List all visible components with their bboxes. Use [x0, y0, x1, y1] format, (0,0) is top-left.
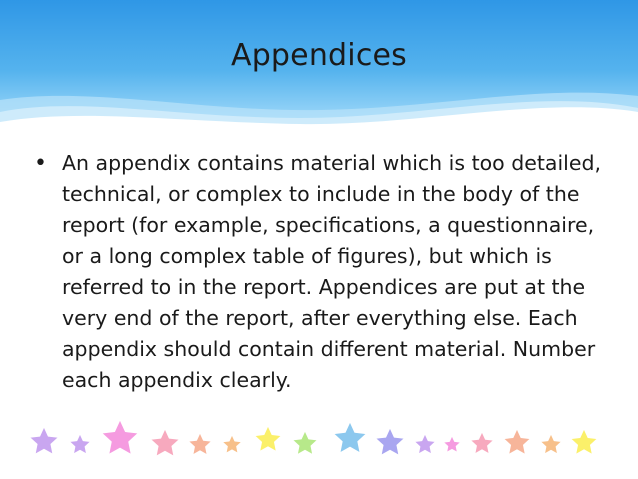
bullet-glyph: • — [34, 151, 47, 176]
star-icon — [443, 435, 461, 453]
star-icon — [375, 427, 405, 456]
star-icon — [414, 433, 436, 455]
star-icon — [503, 428, 531, 455]
star-border-decoration — [29, 419, 598, 457]
star-icon — [333, 421, 367, 454]
star-icon — [29, 426, 59, 455]
star-icon — [254, 425, 282, 452]
star-icon — [69, 433, 91, 455]
star-icon — [540, 433, 562, 455]
header-wave-background — [0, 0, 638, 125]
star-icon — [222, 434, 242, 454]
star-icon — [101, 419, 139, 455]
star-icon — [470, 431, 494, 455]
bullet-item: • An appendix contains material which is… — [34, 148, 614, 396]
star-icon — [570, 428, 598, 455]
star-icon — [188, 432, 212, 456]
bullet-text: An appendix contains material which is t… — [62, 151, 601, 392]
slide-title: Appendices — [230, 38, 408, 73]
star-icon — [150, 428, 180, 457]
slide-content: • An appendix contains material which is… — [34, 148, 614, 396]
star-icon — [292, 430, 318, 455]
